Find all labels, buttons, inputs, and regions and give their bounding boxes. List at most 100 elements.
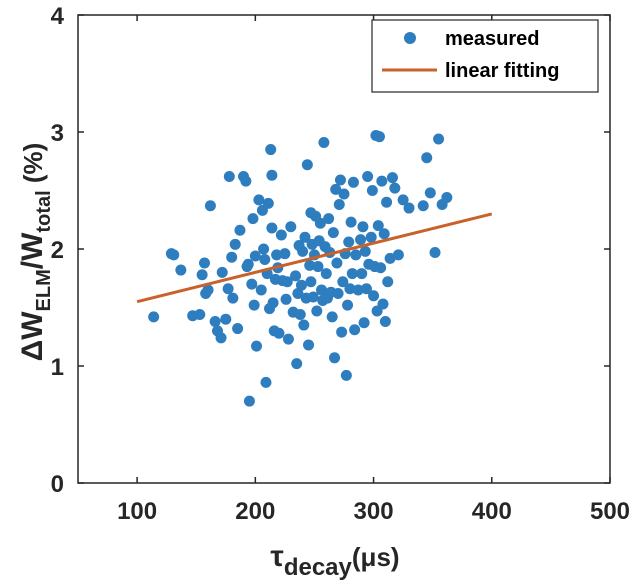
y-tick-label: 0 [51,471,64,498]
data-point [421,152,433,164]
data-point [232,323,244,335]
measured-points [148,130,453,407]
data-point [222,283,234,295]
data-point [441,192,453,204]
data-point [273,327,285,339]
data-point [294,309,306,321]
data-point [291,358,303,370]
data-point [299,231,311,243]
data-point [365,231,377,243]
data-point [381,196,393,208]
data-point [417,200,429,212]
data-point [382,276,394,288]
y-tick-label: 4 [51,3,65,30]
x-axis-title-main: τ [270,540,283,573]
data-point [168,249,180,261]
data-point [332,287,344,299]
data-point [360,283,372,295]
data-point [280,293,292,305]
data-point [350,249,362,261]
data-point [331,257,343,269]
data-point [223,170,235,182]
data-point [337,276,349,288]
y-axis-title-delta: ΔW [16,311,49,362]
data-point [303,339,315,351]
data-point [392,249,404,261]
data-point [246,278,258,290]
data-point [242,258,254,270]
data-point [349,324,361,336]
data-point [366,185,378,196]
data-point [359,245,371,257]
data-point [204,200,216,212]
data-point [227,292,239,304]
y-axis-title-sub2: total [33,190,55,232]
data-point [260,376,272,388]
data-point [265,144,277,156]
x-tick-label: 100 [117,498,157,525]
data-point [433,133,445,145]
data-point [229,238,241,250]
data-point [330,183,342,195]
data-point [424,187,436,199]
x-tick-label: 300 [354,498,394,525]
data-point [305,276,317,288]
data-point [334,174,346,186]
data-point [175,264,187,276]
data-point [356,268,368,280]
data-point [226,251,238,263]
data-point [262,197,274,209]
data-point [311,305,323,317]
data-point [375,262,387,274]
data-point [352,284,364,296]
data-point [248,299,260,311]
y-tick-label: 2 [51,237,64,264]
data-point [281,276,293,288]
data-point [320,268,332,280]
data-point [362,170,374,182]
data-point [318,137,330,149]
y-axis-ticks: 0 1 2 3 4 [51,3,610,498]
data-point [329,352,341,364]
data-point [377,298,389,310]
y-axis-title: ΔWELM/Wtotal (%) [16,143,55,362]
x-axis-ticks: 100 200 300 400 500 [117,15,630,525]
data-point [342,299,354,311]
x-tick-label: 200 [235,498,275,525]
fit-line-group [136,212,493,304]
legend: measured linear fitting [371,19,599,93]
data-point [358,317,370,329]
data-point [285,221,297,233]
data-point [240,175,252,187]
data-point [209,316,221,328]
data-point [266,169,278,181]
data-point [344,283,356,295]
data-point [379,316,391,328]
data-point [148,311,160,323]
data-point [297,245,309,257]
data-point [267,297,279,309]
fit-line [136,212,493,304]
data-point [251,340,263,352]
data-point [198,257,210,269]
x-axis-title-unit: (μs) [352,542,400,572]
data-point [397,194,409,206]
data-point [389,182,401,194]
data-point [384,252,396,264]
legend-label-measured: measured [445,28,540,50]
data-point [196,269,208,281]
data-point [327,227,339,239]
data-point [355,234,367,246]
data-point [357,221,369,233]
data-point [202,284,214,296]
data-point [345,216,357,228]
data-point [304,259,316,271]
legend-marker-measured [404,32,416,44]
x-tick-label: 500 [590,498,630,525]
y-tick-label: 1 [51,354,64,381]
data-point [312,261,324,273]
data-point [346,268,358,280]
data-point [338,188,350,200]
x-tick-label: 400 [472,498,512,525]
data-point [247,213,259,225]
